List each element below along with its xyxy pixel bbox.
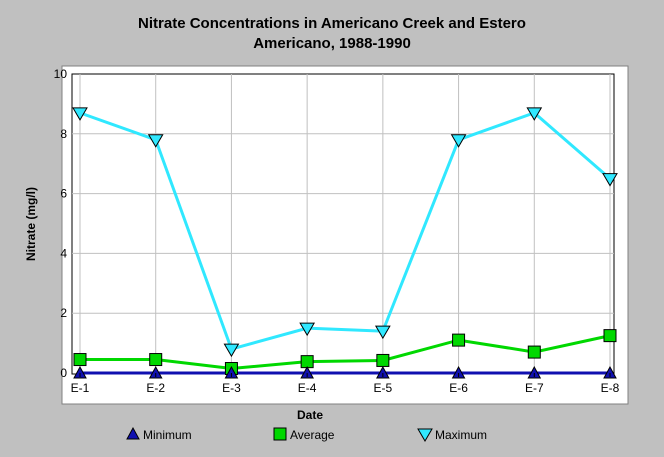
chart-title-line-2: Americano, 1988-1990	[253, 35, 411, 52]
x-tick-label: E-1	[71, 381, 90, 395]
x-tick-label: E-5	[374, 381, 393, 395]
data-point-maximum	[526, 107, 543, 121]
data-point-average	[603, 329, 617, 343]
series-line-average	[80, 334, 611, 371]
data-point-maximum	[602, 173, 618, 187]
legend: Minimum Average Maximum	[126, 426, 487, 442]
data-point-maximum	[299, 322, 316, 337]
x-tick-label: E-3	[222, 381, 241, 395]
series-layer	[72, 107, 618, 379]
grid-layer	[72, 74, 614, 373]
x-tick-label: E-6	[449, 381, 468, 395]
x-tick-label: E-7	[525, 381, 544, 395]
x-tick-label: E-8	[601, 381, 620, 395]
series-line-maximum	[79, 111, 611, 351]
data-point-average	[452, 333, 466, 347]
chart-title-line-1: Nitrate Concentrations in Americano Cree…	[138, 15, 526, 32]
y-tick-label: 2	[60, 306, 67, 320]
legend-marker-minimum	[126, 426, 140, 440]
y-tick-label: 6	[60, 187, 67, 201]
y-tick-label: 4	[60, 246, 67, 260]
data-point-maximum	[223, 343, 240, 358]
data-point-average	[300, 355, 314, 369]
data-point-average	[376, 353, 390, 367]
y-tick-label: 10	[54, 67, 68, 81]
data-point-minimum	[224, 365, 239, 379]
tick-layer: 0 2 4 6 8 10 E-1 E-2 E-3 E-4 E-5 E-6 E-7 E-8	[54, 67, 620, 395]
data-point-minimum	[603, 365, 617, 379]
data-point-average	[527, 345, 541, 359]
legend-label-maximum: Maximum	[435, 428, 487, 442]
data-point-maximum	[450, 134, 467, 148]
data-point-maximum	[374, 325, 391, 340]
legend-label-minimum: Minimum	[143, 428, 192, 442]
data-point-minimum	[73, 365, 87, 379]
data-point-average	[149, 353, 163, 367]
x-axis-title: Date	[297, 408, 323, 422]
plot-area	[71, 73, 615, 375]
data-point-minimum	[148, 365, 163, 379]
data-point-minimum	[376, 365, 390, 379]
y-tick-label: 0	[60, 366, 67, 380]
data-point-minimum	[527, 365, 542, 379]
y-tick-label: 8	[60, 127, 67, 141]
data-point-maximum	[72, 107, 88, 121]
legend-label-average: Average	[290, 428, 335, 442]
legend-marker-average	[273, 427, 287, 441]
x-tick-label: E-4	[298, 381, 317, 395]
legend-marker-maximum	[417, 428, 433, 442]
data-point-minimum	[300, 365, 314, 379]
y-axis-title: Nitrate (mg/l)	[24, 187, 38, 261]
data-point-average	[73, 353, 87, 367]
data-point-minimum	[451, 365, 466, 379]
data-point-maximum	[147, 134, 164, 148]
x-tick-label: E-2	[146, 381, 165, 395]
